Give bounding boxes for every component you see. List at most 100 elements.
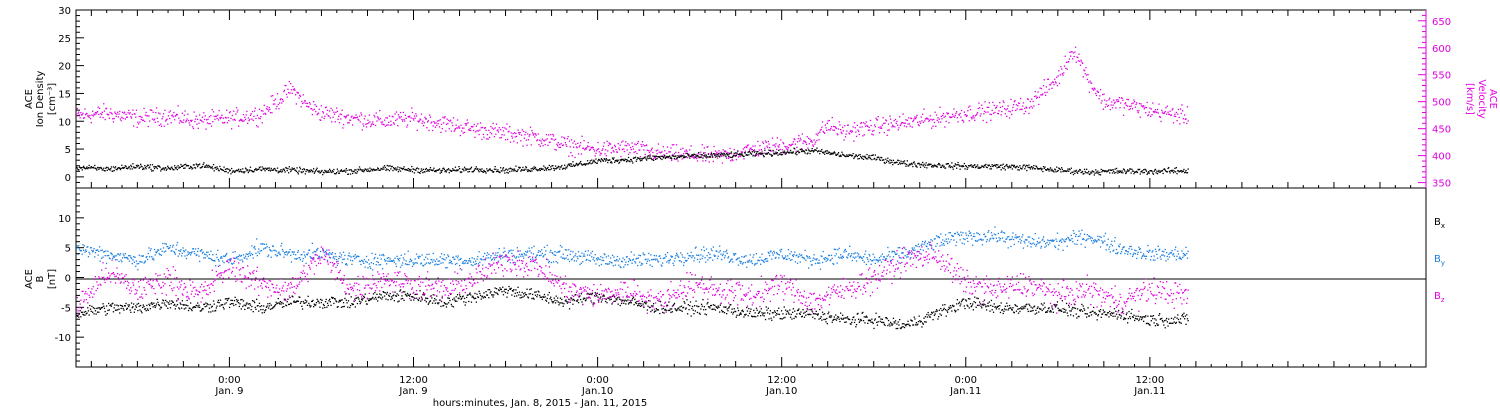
- data-point: [486, 170, 489, 172]
- data-point: [1056, 170, 1059, 172]
- data-point: [504, 169, 507, 171]
- data-point: [783, 153, 785, 155]
- data-point: [840, 131, 842, 133]
- data-point: [503, 170, 505, 172]
- data-point: [326, 171, 328, 174]
- data-point: [146, 115, 149, 117]
- data-point: [82, 166, 84, 169]
- data-point: [837, 153, 839, 155]
- data-point: [393, 294, 395, 296]
- data-point: [251, 118, 253, 120]
- data-point: [97, 166, 99, 169]
- data-point: [659, 156, 661, 158]
- data-point: [317, 113, 319, 115]
- data-point: [361, 114, 363, 116]
- data-point: [1018, 102, 1020, 105]
- data-point: [515, 165, 517, 167]
- data-point: [895, 327, 897, 330]
- data-point: [693, 157, 695, 160]
- data-point: [399, 170, 402, 172]
- data-point: [899, 163, 901, 165]
- data-point: [653, 159, 655, 161]
- data-point: [544, 296, 546, 298]
- data-point: [1099, 174, 1102, 176]
- data-point: [750, 152, 752, 155]
- data-point: [956, 299, 958, 301]
- data-point: [760, 153, 762, 155]
- data-point: [634, 157, 636, 159]
- data-point: [191, 309, 193, 312]
- data-point: [813, 313, 815, 315]
- data-point: [1040, 308, 1042, 310]
- data-point: [864, 322, 866, 324]
- data-point: [500, 288, 502, 291]
- data-point: [1095, 92, 1097, 95]
- data-point: [453, 130, 455, 132]
- data-point: [518, 166, 520, 168]
- data-point: [951, 113, 954, 115]
- data-point: [433, 300, 435, 302]
- data-point: [105, 167, 107, 169]
- data-point: [691, 154, 693, 156]
- data-point: [1171, 170, 1173, 172]
- data-point: [1073, 170, 1075, 172]
- data-point: [269, 308, 272, 310]
- data-point: [303, 302, 305, 304]
- data-point: [732, 313, 734, 315]
- data-point: [928, 163, 930, 165]
- data-point: [1126, 98, 1128, 101]
- data-point: [271, 112, 273, 114]
- data-point: [352, 117, 354, 120]
- data-point: [741, 152, 743, 154]
- upper-panel-data: [76, 46, 1189, 176]
- data-point: [194, 120, 196, 123]
- data-point: [212, 168, 214, 170]
- data-point: [762, 312, 765, 314]
- data-point: [944, 304, 946, 306]
- data-point: [265, 309, 267, 311]
- data-point: [238, 125, 240, 127]
- data-point: [888, 162, 890, 164]
- data-point: [224, 116, 227, 119]
- data-point: [890, 159, 892, 162]
- data-point: [889, 115, 891, 117]
- data-point: [306, 169, 309, 171]
- data-point: [505, 168, 507, 170]
- data-point: [426, 170, 428, 172]
- data-point: [349, 173, 352, 175]
- data-point: [1090, 171, 1092, 173]
- data-point: [905, 119, 907, 121]
- data-point: [654, 157, 656, 159]
- data-point: [994, 164, 996, 166]
- data-point: [366, 123, 368, 125]
- data-point: [569, 163, 571, 165]
- data-point: [630, 158, 632, 161]
- data-point: [315, 304, 317, 306]
- data-point: [401, 295, 403, 297]
- data-point: [872, 322, 874, 325]
- data-point: [482, 171, 484, 173]
- data-point: [749, 152, 751, 154]
- data-point: [165, 120, 167, 122]
- data-point: [1050, 82, 1052, 84]
- data-point: [352, 170, 354, 173]
- data-point: [347, 300, 350, 302]
- data-point: [960, 116, 962, 118]
- data-point: [737, 156, 740, 158]
- data-point: [589, 149, 591, 151]
- data-point: [251, 300, 254, 302]
- data-point: [242, 120, 244, 122]
- data-point: [913, 316, 915, 318]
- data-point: [748, 150, 751, 153]
- data-point: [535, 168, 537, 170]
- data-point: [562, 167, 564, 170]
- data-point: [1020, 308, 1022, 310]
- data-point: [302, 94, 304, 96]
- data-point: [242, 305, 244, 308]
- data-point: [497, 171, 500, 173]
- data-point: [544, 143, 546, 146]
- data-point: [236, 111, 238, 113]
- data-point: [923, 317, 925, 319]
- data-point: [674, 155, 676, 158]
- data-point: [605, 300, 607, 303]
